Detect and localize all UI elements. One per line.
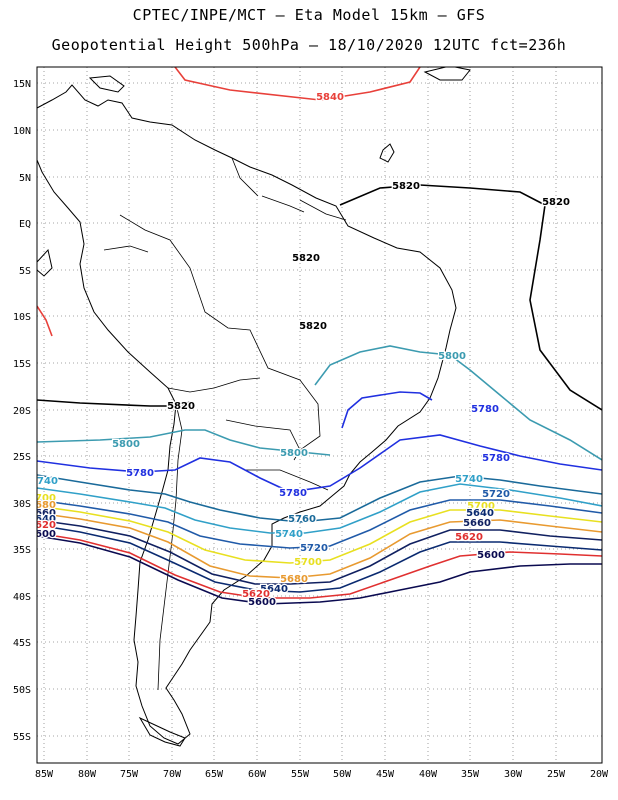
lon-tick-label: 40W: [419, 769, 438, 780]
contour-5820-east: [339, 184, 602, 411]
contour-label: 5840: [316, 92, 344, 103]
lat-tick-label: 20S: [13, 406, 31, 417]
contour-5740: [37, 483, 602, 534]
contour-label: 5600: [28, 529, 56, 540]
contour-label: 5780: [482, 453, 510, 464]
axis-ticks: 85W 80W 75W 70W 65W 60W 55W 50W 45W 40W 35W 30W 25W 2…: [13, 79, 609, 780]
lat-tick-label: 5S: [19, 266, 31, 277]
contour-label: 5740: [275, 529, 303, 540]
lon-tick-label: 60W: [248, 769, 267, 780]
lon-tick-label: 80W: [78, 769, 97, 780]
lon-tick-label: 20W: [590, 769, 609, 780]
contour-label: 5660: [28, 508, 56, 519]
contour-5840: [174, 67, 421, 101]
map-frame: [36, 66, 603, 764]
lon-tick-label: 35W: [461, 769, 480, 780]
contour-label: 5820: [167, 401, 195, 412]
lon-tick-label: 30W: [504, 769, 523, 780]
contour-5680: [37, 512, 602, 579]
contour-label: 5740: [30, 476, 58, 487]
lat-tick-label: 25S: [13, 452, 31, 463]
contour-label: 5640: [466, 508, 494, 519]
lon-tick-label: 70W: [163, 769, 182, 780]
lat-tick-label: 55S: [13, 732, 31, 743]
country-borders: [103, 157, 347, 691]
contour-label: 5620: [455, 532, 483, 543]
lon-tick-label: 75W: [120, 769, 139, 780]
map-title-line-1: CPTEC/INPE/MCT – Eta Model 15km – GFS: [132, 6, 486, 24]
contour-label: 5680: [280, 574, 308, 585]
contour-5660: [37, 519, 602, 585]
contour-label: 5720: [482, 489, 510, 500]
contour-5820: [37, 399, 191, 407]
contour-5600: [37, 535, 602, 605]
lon-tick-label: 85W: [35, 769, 54, 780]
contour-label: 5640: [260, 584, 288, 595]
contour-label: 5760: [288, 514, 316, 525]
contour-label: 5780: [471, 404, 499, 415]
grid-lines: [37, 67, 602, 763]
contour-5780-north: [341, 391, 433, 429]
contour-5620: [37, 532, 602, 599]
contour-label: 5780: [279, 488, 307, 499]
contour-5760: [37, 474, 602, 523]
lat-tick-label: 15S: [13, 359, 31, 370]
lat-tick-label: 50S: [13, 685, 31, 696]
contour-label: 5600: [248, 597, 276, 608]
lat-tick-label: 40S: [13, 592, 31, 603]
lat-tick-label: 5N: [19, 173, 31, 184]
contour-label: 5820: [392, 181, 420, 192]
lat-tick-label: 45S: [13, 638, 31, 649]
lat-tick-label: EQ: [19, 219, 31, 230]
lat-tick-label: 15N: [13, 79, 31, 90]
contour-label: 5700: [294, 557, 322, 568]
contour-5800-north: [314, 345, 602, 461]
coastline: [37, 67, 471, 747]
lon-tick-label: 65W: [205, 769, 224, 780]
contour-label: 5700: [28, 493, 56, 504]
contour-label: 5780: [126, 468, 154, 479]
contour-label: 5820: [299, 321, 327, 332]
contour-label: 5600: [477, 550, 505, 561]
lat-tick-label: 35S: [13, 545, 31, 556]
contour-label: 5620: [28, 520, 56, 531]
contour-label: 5820: [292, 253, 320, 264]
contour-label: 5800: [112, 439, 140, 450]
contour-label: 5680: [28, 500, 56, 511]
lon-tick-label: 50W: [333, 769, 352, 780]
lat-tick-label: 10N: [13, 126, 31, 137]
contour-label: 5740: [455, 474, 483, 485]
lat-tick-label: 30S: [13, 499, 31, 510]
contour-label: 5720: [300, 543, 328, 554]
lon-tick-label: 45W: [376, 769, 395, 780]
lon-tick-label: 25W: [547, 769, 566, 780]
height-contours: [37, 67, 602, 605]
contour-5700: [37, 505, 602, 564]
contour-5840-west: [37, 305, 53, 337]
contour-label: 5640: [28, 514, 56, 525]
contour-label: 5700: [467, 501, 495, 512]
contour-label: 5800: [280, 448, 308, 459]
contour-5780: [37, 434, 602, 493]
contour-5640: [37, 524, 602, 593]
map-title-line-2: Geopotential Height 500hPa – 18/10/2020 …: [51, 36, 567, 54]
contour-5800: [37, 429, 331, 456]
lat-tick-label: 10S: [13, 312, 31, 323]
lon-tick-label: 55W: [291, 769, 310, 780]
contour-label: 5800: [438, 351, 466, 362]
contour-labels: 5840 5820 5820 5820 5820 5820 5800 5800 5800 5780…: [28, 91, 571, 610]
contour-5720: [37, 499, 602, 549]
contour-label: 5820: [542, 197, 570, 208]
contour-label: 5660: [463, 518, 491, 529]
contour-label: 5620: [242, 589, 270, 600]
